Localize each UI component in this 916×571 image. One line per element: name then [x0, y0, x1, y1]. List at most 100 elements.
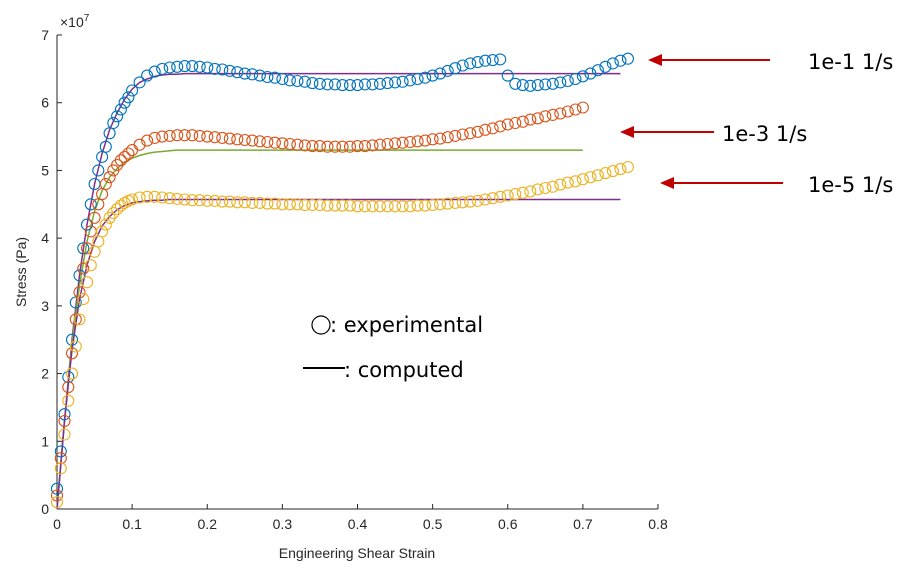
data-point: [336, 199, 349, 212]
data-point: [351, 140, 364, 153]
data-point: [336, 79, 349, 92]
data-point: [404, 200, 417, 213]
data-point: [366, 200, 379, 213]
data-point: [193, 60, 206, 73]
data-point: [546, 77, 559, 90]
data-point: [54, 452, 67, 465]
data-point: [58, 428, 71, 441]
y-tick-label: 1: [41, 433, 49, 449]
data-point: [50, 482, 64, 495]
data-point: [50, 496, 64, 509]
data-point: [599, 60, 612, 73]
arrowhead-1e-1: [648, 54, 662, 66]
data-point: [449, 196, 462, 209]
data-point: [58, 414, 71, 428]
data-point: [554, 76, 567, 89]
y-ticks: 0 1 2 3 4 5 6 7: [41, 27, 62, 517]
data-point: [426, 133, 439, 146]
y-tick-label: 5: [41, 162, 49, 178]
data-point: [65, 333, 79, 346]
computed-line-1e-1-1-s: [56, 72, 621, 510]
data-point: [208, 194, 221, 207]
data-point: [223, 64, 236, 77]
data-point: [201, 130, 214, 143]
data-point: [441, 131, 454, 144]
data-point: [201, 194, 214, 207]
data-point: [419, 71, 432, 84]
data-point: [584, 171, 597, 184]
data-point: [178, 193, 191, 206]
data-point: [404, 135, 417, 149]
arrowhead-1e-3: [620, 126, 634, 138]
data-point: [99, 218, 112, 231]
data-point: [88, 211, 101, 224]
data-point: [531, 183, 544, 196]
data-point: [291, 198, 304, 211]
x-tick-label: 0.5: [423, 516, 443, 532]
data-point: [148, 131, 161, 144]
data-point: [569, 175, 582, 188]
data-point: [126, 193, 139, 206]
data-point: [231, 133, 244, 146]
data-point: [261, 197, 274, 210]
arrowhead-1e-5: [660, 177, 674, 189]
data-point: [114, 154, 127, 167]
x-tick-label: 0.1: [122, 516, 142, 532]
data-point: [441, 197, 454, 210]
data-point: [381, 137, 394, 151]
data-point: [358, 78, 372, 91]
data-point: [479, 123, 492, 136]
data-point: [238, 67, 251, 80]
data-point: [524, 79, 537, 92]
data-point: [554, 178, 567, 191]
annotation-1e-3: 1e-3 1/s: [722, 122, 807, 146]
data-point: [373, 77, 387, 90]
data-point: [77, 262, 90, 275]
data-point: [99, 177, 112, 191]
data-point: [343, 199, 357, 212]
data-point: [208, 62, 221, 75]
computed-line-1e-5-1-s: [56, 198, 621, 510]
data-point: [381, 77, 394, 90]
data-point: [313, 77, 326, 90]
data-point: [186, 60, 199, 73]
data-point: [276, 198, 289, 211]
data-point: [133, 76, 146, 89]
data-point: [54, 462, 67, 475]
data-point: [358, 140, 372, 153]
data-point: [118, 150, 131, 163]
data-point: [208, 131, 221, 144]
data-point: [606, 57, 619, 70]
data-point: [54, 445, 67, 458]
x-ticks: 0 0.1 0.2 0.3 0.4 0.5 0.6 0.7 0.8: [53, 504, 668, 532]
data-point: [276, 137, 289, 150]
experimental-series-1e-3-1-s: [50, 101, 589, 502]
data-point: [501, 189, 514, 202]
data-point: [62, 370, 75, 384]
data-point: [73, 286, 86, 299]
data-point: [111, 110, 124, 123]
data-point: [389, 137, 402, 150]
data-point: [456, 196, 469, 209]
data-point: [576, 101, 589, 114]
data-point: [599, 167, 612, 180]
rate-annotations: 1e-1 1/s 1e-3 1/s 1e-5 1/s: [620, 50, 893, 197]
data-point: [141, 134, 154, 147]
data-point: [171, 129, 184, 142]
data-point: [291, 138, 304, 151]
data-point: [531, 79, 544, 92]
data-point: [539, 181, 552, 195]
data-point: [80, 242, 94, 255]
data-point: [509, 116, 522, 130]
data-point: [494, 190, 507, 203]
data-point: [306, 140, 319, 153]
data-point: [80, 276, 94, 289]
data-point: [201, 61, 214, 74]
data-point: [92, 164, 105, 177]
data-point: [223, 132, 236, 145]
data-point: [65, 347, 79, 360]
data-point: [261, 70, 274, 84]
annotation-1e-1: 1e-1 1/s: [808, 50, 893, 74]
x-tick-label: 0.4: [348, 516, 368, 532]
